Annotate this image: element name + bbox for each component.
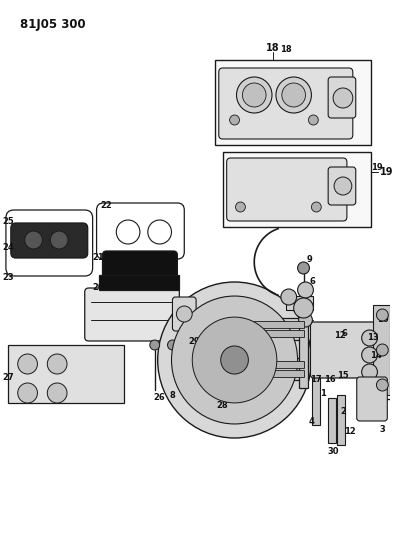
Bar — [299, 308, 308, 388]
Text: 2: 2 — [340, 408, 346, 416]
Circle shape — [362, 364, 377, 380]
Circle shape — [362, 347, 377, 363]
Circle shape — [202, 341, 216, 355]
Circle shape — [377, 344, 388, 356]
Circle shape — [377, 309, 388, 321]
FancyBboxPatch shape — [219, 68, 353, 139]
FancyBboxPatch shape — [328, 167, 356, 205]
Bar — [8, 345, 124, 403]
Text: 29: 29 — [188, 337, 200, 346]
Text: 21: 21 — [93, 254, 105, 262]
Circle shape — [18, 354, 38, 374]
Text: 22: 22 — [101, 200, 112, 209]
Bar — [224, 321, 303, 328]
Circle shape — [236, 77, 272, 113]
FancyBboxPatch shape — [11, 223, 88, 258]
Text: 27: 27 — [2, 374, 14, 383]
Circle shape — [308, 115, 318, 125]
FancyBboxPatch shape — [310, 322, 377, 378]
Text: 5: 5 — [289, 297, 295, 306]
Text: 12: 12 — [334, 330, 346, 340]
Text: 24: 24 — [2, 244, 14, 253]
Text: 15: 15 — [337, 370, 349, 379]
Text: 30: 30 — [327, 448, 339, 456]
Bar — [286, 296, 313, 310]
Bar — [224, 330, 303, 337]
Text: 81J05 300: 81J05 300 — [20, 18, 85, 31]
FancyBboxPatch shape — [173, 297, 196, 331]
FancyBboxPatch shape — [227, 158, 347, 221]
Circle shape — [299, 313, 312, 327]
Circle shape — [236, 202, 246, 212]
Text: 16: 16 — [324, 376, 336, 384]
Circle shape — [176, 306, 192, 322]
Circle shape — [294, 298, 313, 318]
Circle shape — [196, 335, 222, 361]
Circle shape — [377, 379, 388, 391]
Circle shape — [18, 383, 38, 403]
Circle shape — [47, 354, 67, 374]
Text: 8: 8 — [169, 392, 175, 400]
Text: 3: 3 — [379, 425, 385, 434]
Text: 12: 12 — [344, 427, 356, 437]
Text: 19: 19 — [381, 167, 394, 177]
Text: 1: 1 — [320, 389, 326, 398]
Bar — [337, 395, 345, 445]
Text: 6: 6 — [342, 328, 348, 337]
Circle shape — [334, 177, 352, 195]
Text: 10: 10 — [377, 316, 388, 325]
Circle shape — [276, 77, 311, 113]
Circle shape — [298, 262, 309, 274]
Bar — [328, 398, 336, 443]
Bar — [215, 60, 371, 145]
Bar — [99, 275, 179, 290]
Text: 25: 25 — [2, 217, 14, 227]
Bar — [222, 318, 305, 340]
Text: 28: 28 — [216, 400, 228, 409]
Text: 18: 18 — [280, 45, 291, 54]
Text: 7: 7 — [209, 385, 215, 394]
Circle shape — [158, 282, 311, 438]
Circle shape — [168, 340, 177, 350]
Bar — [222, 358, 305, 380]
Text: 17: 17 — [310, 376, 321, 384]
Circle shape — [311, 202, 321, 212]
Text: 11: 11 — [377, 381, 388, 390]
Circle shape — [282, 83, 305, 107]
Text: 18: 18 — [266, 43, 280, 53]
Text: 19: 19 — [371, 164, 382, 173]
Text: 20: 20 — [93, 284, 105, 293]
FancyBboxPatch shape — [328, 77, 356, 118]
Circle shape — [298, 282, 313, 298]
FancyBboxPatch shape — [85, 288, 179, 341]
Text: 14: 14 — [369, 351, 381, 359]
Bar — [224, 361, 303, 368]
Circle shape — [47, 383, 67, 403]
Circle shape — [25, 231, 42, 249]
Circle shape — [171, 296, 297, 424]
Text: 6: 6 — [309, 278, 315, 287]
Circle shape — [333, 88, 353, 108]
Circle shape — [150, 340, 160, 350]
Bar — [312, 370, 320, 425]
Circle shape — [230, 115, 240, 125]
Circle shape — [242, 83, 266, 107]
Text: 9: 9 — [307, 255, 312, 264]
Text: 13: 13 — [367, 334, 378, 343]
Circle shape — [50, 231, 68, 249]
Circle shape — [192, 317, 277, 403]
FancyBboxPatch shape — [103, 251, 177, 279]
FancyBboxPatch shape — [357, 377, 387, 421]
Bar — [373, 305, 390, 395]
Circle shape — [281, 289, 297, 305]
Circle shape — [221, 346, 248, 374]
Text: 4: 4 — [308, 417, 314, 426]
Text: 26: 26 — [154, 393, 166, 402]
Circle shape — [362, 330, 377, 346]
Bar — [223, 152, 371, 227]
Bar — [224, 370, 303, 377]
Text: 23: 23 — [2, 273, 14, 282]
